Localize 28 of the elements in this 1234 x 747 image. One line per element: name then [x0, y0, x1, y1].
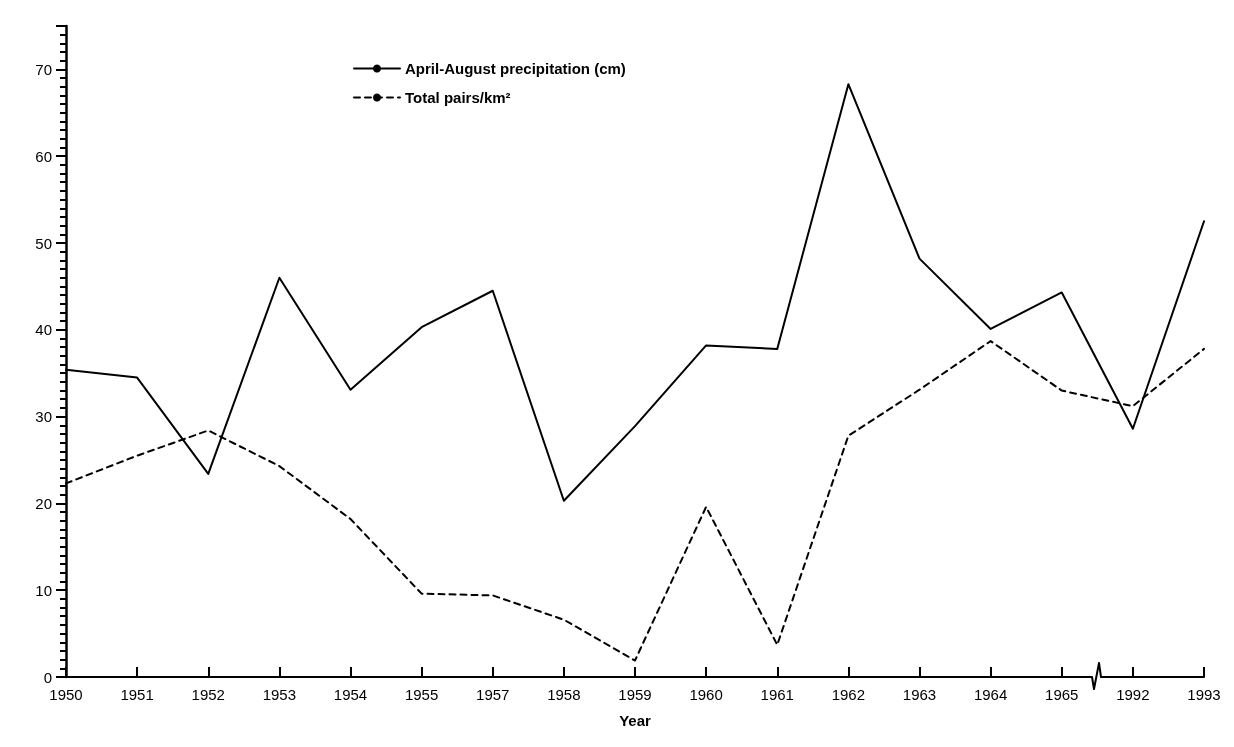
y-tick-label: 50 — [35, 234, 52, 252]
legend-label: April-August precipitation (cm) — [405, 60, 626, 77]
x-tick-label: 1952 — [191, 686, 225, 703]
x-tick-label: 1965 — [1045, 686, 1079, 703]
x-tick-label: 1953 — [262, 686, 297, 703]
x-tick-label: 1955 — [404, 686, 439, 703]
x-tick-label: 1964 — [973, 686, 1008, 703]
x-tick-label: 1960 — [689, 686, 723, 703]
x-tick-label: 1954 — [333, 686, 368, 703]
y-tick-label: 0 — [43, 668, 52, 686]
x-tick-label: 1962 — [831, 686, 866, 703]
y-tick-label: 20 — [35, 494, 52, 512]
y-tick-label: 40 — [35, 321, 52, 339]
y-tick-label: 70 — [35, 60, 52, 78]
x-tick-label: 1963 — [902, 686, 937, 703]
x-tick-label: 1950 — [49, 686, 83, 703]
x-tick-label: 1958 — [547, 686, 581, 703]
y-tick-label: 30 — [35, 408, 52, 426]
x-tick-label: 1961 — [760, 686, 794, 703]
x-axis-title: Year — [619, 712, 652, 729]
x-tick-label: 1951 — [120, 686, 154, 703]
y-tick-label: 60 — [35, 147, 52, 165]
legend-label: Total pairs/km² — [405, 89, 511, 106]
x-tick-label: 1957 — [476, 686, 510, 703]
x-tick-label: 1993 — [1187, 686, 1221, 703]
y-tick-label: 10 — [35, 581, 52, 599]
x-tick-label: 1959 — [618, 686, 652, 703]
x-tick-label: 1992 — [1116, 686, 1150, 703]
